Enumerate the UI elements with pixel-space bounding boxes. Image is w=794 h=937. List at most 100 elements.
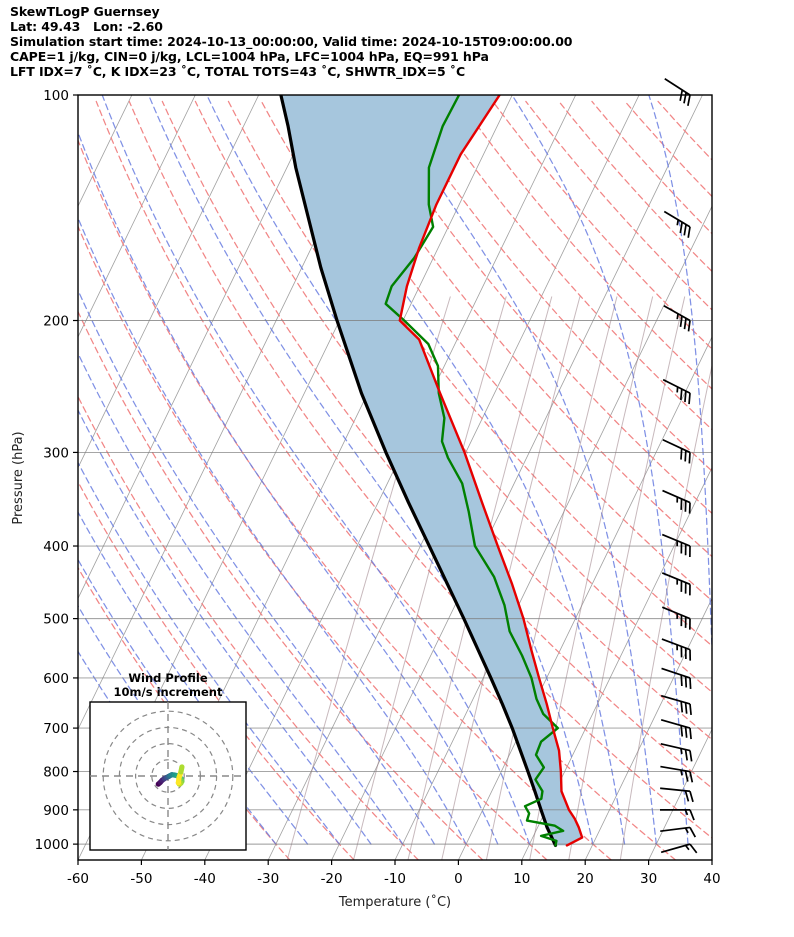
wind-barb-full-feather [688,393,691,405]
wind-barb-full-feather [684,726,688,738]
mixing-ratio-line [529,296,654,860]
x-axis-label: Temperature (˚C) [338,894,451,910]
x-tick-label: -40 [194,871,216,887]
wind-barb-half-feather [684,809,689,816]
wind-barb-full-feather [687,226,691,238]
y-tick-label: 700 [43,721,69,737]
wind-barb-shaft [662,489,691,504]
wind-barb-full-feather [689,791,694,803]
wind-barb-full-feather [680,448,683,460]
wind-barb-full-feather [680,701,684,713]
dry-adiabat-line [78,310,484,860]
wind-barb-shaft [664,78,691,96]
wind-barb [660,843,698,854]
moist-adiabat-line [101,95,531,845]
header-title: SkewTLogP Guernsey [10,4,160,19]
wind-barb-full-feather [684,790,690,802]
wind-barb-full-feather [689,728,692,740]
dry-adiabat-line [426,100,712,431]
dry-adiabat-line [95,100,677,860]
wind-barb [661,533,691,558]
mixing-ratio-line [441,296,581,860]
isotherm-line [775,95,794,860]
wind-barb-shaft [660,742,691,752]
wind-barb [660,765,694,783]
dry-adiabat-line [78,224,548,860]
wind-barb [661,667,692,689]
wind-barb-half-feather [676,313,679,320]
moist-adiabat-line [78,558,277,845]
profile-curves [279,95,584,848]
moist-adiabat-line [648,95,712,665]
y-tick-label: 900 [43,803,69,819]
y-tick-label: 1000 [35,837,69,853]
wind-profile-hodograph: Wind Profile 10m/s increment [89,671,247,851]
wind-barb [662,489,691,514]
dry-adiabat-line [161,100,712,789]
wind-barb-half-feather [684,827,689,834]
wind-barb-half-feather [680,748,683,755]
y-axis-label: Pressure (hPa) [11,431,26,524]
mixing-ratio-line [407,296,553,860]
dry-adiabat-line [326,100,712,558]
wind-barb-full-feather [689,677,692,689]
y-tick-label: 500 [43,612,69,628]
wind-barb [660,694,692,716]
y-axis: 100 200 300 400 500 600 700 800 900 1000 [35,88,78,853]
wind-barb-full-feather [684,390,687,403]
y-tick-label: 800 [43,765,69,781]
wind-barb-full-feather [689,750,693,762]
isotherm-line [648,728,712,860]
header-times: Simulation start time: 2024-10-13_00:00:… [10,34,573,50]
moist-adiabat-line [78,408,372,845]
wind-barb-half-feather [676,219,680,226]
x-tick-label: 20 [577,871,594,887]
moist-adiabat-line [78,510,309,845]
wind-barb-full-feather [680,725,684,737]
wind-barb [660,742,693,762]
wind-barb-full-feather [689,827,697,838]
header-latlon: Lat: 49.43 Lon: -2.60 [10,19,163,35]
moist-adiabat-line [78,288,436,845]
x-tick-label: -50 [130,871,152,887]
wind-barb-shaft [662,378,691,394]
dry-adiabat-line [293,100,712,602]
wind-barb [660,719,692,740]
x-tick-label: -30 [257,871,279,887]
wind-barb-shaft [660,843,691,854]
wind-barb [663,305,691,332]
hodograph-title-line1: Wind Profile [128,671,208,685]
cape-fill-polygon [280,95,583,846]
x-tick-label: 0 [454,871,463,887]
wind-barb-full-feather [679,222,683,234]
wind-barb-shaft [660,765,691,773]
wind-barb-full-feather [683,92,687,104]
wind-barb [661,638,692,661]
wind-barb-full-feather [684,702,688,714]
dry-adiabat-line [393,100,712,472]
isotherm-line [78,95,323,600]
wind-barb-shaft [661,572,691,586]
isotherm-line [0,95,5,860]
moist-adiabat-line [78,604,245,845]
wind-barb-full-feather [689,843,698,854]
wind-barb [660,808,695,821]
x-axis: -60 -50 -40 -30 -20 -10 0 10 20 30 40 [67,860,721,887]
wind-barb-full-feather [688,452,691,464]
wind-barb-full-feather [684,450,687,462]
x-tick-label: 30 [640,871,657,887]
wind-barb-full-feather [689,771,694,783]
wind-barb-shaft [660,787,691,793]
y-tick-label: 200 [43,314,69,330]
wind-barb-full-feather [683,318,687,330]
wind-barb [664,78,691,106]
header-indices-line: LFT IDX=7 ˚C, K IDX=23 ˚C, TOTAL TOTS=43… [10,64,466,80]
moist-adiabat-line [745,95,751,844]
wind-barb-shaft [660,719,691,729]
wind-barb-full-feather [679,388,683,401]
cape-shaded-area [280,95,583,846]
temperature-curve [398,95,584,847]
x-tick-label: -20 [321,871,343,887]
mixing-ratio-line [568,296,686,860]
